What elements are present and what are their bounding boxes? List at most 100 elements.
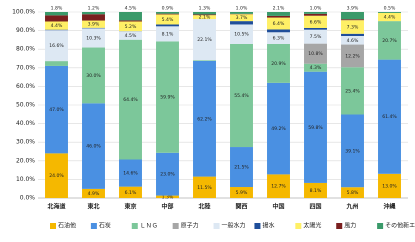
legend-label: 原子力	[181, 222, 199, 230]
legend-label: 揚水	[262, 222, 274, 230]
bar-segment	[230, 24, 253, 44]
bar-segment	[341, 35, 364, 45]
data-label: 6.1%	[125, 190, 137, 196]
y-tick-label: 30.0%	[16, 139, 35, 146]
x-tick-label: 北海道	[47, 203, 65, 211]
data-label: 12.2%	[345, 53, 360, 59]
legend-label: ＬＮＧ	[140, 223, 158, 230]
legend-label: 石油他	[58, 222, 76, 230]
data-label: 47.0%	[49, 107, 64, 113]
bar-segment	[45, 61, 68, 66]
bar-segment	[304, 27, 327, 30]
bar-segment	[82, 103, 105, 189]
data-label: 23.0%	[160, 172, 175, 178]
bar-segment	[119, 31, 142, 40]
bar-segment	[156, 24, 179, 27]
bar-segment	[304, 63, 327, 72]
bar-segment	[267, 82, 290, 175]
bar-segment	[82, 28, 105, 48]
bar-segment	[230, 12, 253, 14]
bar-segment	[45, 30, 68, 62]
bar-segment	[119, 12, 142, 21]
bar-segment	[341, 187, 364, 198]
legend-label: 一般水力	[222, 222, 246, 230]
bar-segment	[156, 26, 179, 42]
data-label: 1.0%	[236, 6, 248, 12]
bar-segment	[304, 29, 327, 44]
y-tick-label: 90.0%	[16, 27, 35, 34]
bar-segment	[304, 15, 327, 28]
data-label: 14.6%	[123, 171, 138, 177]
data-label: 59.9%	[160, 95, 175, 101]
legend-swatch	[131, 223, 138, 229]
x-tick-label: 中国	[272, 203, 284, 211]
legend-swatch	[90, 223, 97, 229]
bar-segment	[156, 41, 179, 153]
x-tick-label: 沖縄	[383, 203, 395, 211]
data-label: 4.9%	[88, 191, 100, 197]
legend-swatch	[377, 223, 384, 229]
bar-segment	[304, 71, 327, 183]
bar-segment	[378, 21, 401, 60]
data-label: 12.7%	[271, 184, 286, 190]
bar-segment	[82, 188, 105, 198]
bar-segment	[341, 12, 364, 20]
data-label: 13.0%	[382, 183, 397, 189]
y-tick-label: 100.0%	[12, 9, 35, 16]
data-label: 7.5%	[310, 34, 322, 40]
y-tick-label: 60.0%	[16, 83, 35, 90]
data-label: 6.6%	[310, 19, 322, 25]
data-label: 2.1%	[273, 6, 285, 12]
bar-segment	[119, 186, 142, 198]
legend-swatch	[50, 223, 56, 229]
bar-segment	[304, 43, 327, 64]
data-label: 4.5%	[125, 6, 137, 12]
bar-segment	[378, 59, 401, 174]
legend-label: 石炭	[99, 223, 111, 230]
bar-segment	[82, 27, 105, 29]
x-tick-label: 九州	[345, 203, 358, 211]
bar-segment	[230, 147, 253, 188]
bar-segment	[45, 65, 68, 154]
bar-segment	[82, 12, 105, 15]
bar-segment	[156, 14, 179, 25]
data-label: 5.8%	[347, 190, 359, 196]
bar-segment	[341, 33, 364, 36]
bar-segment	[267, 43, 290, 83]
x-tick-label: 北陸	[198, 203, 210, 211]
y-tick-label: 10.0%	[16, 176, 35, 183]
data-label: 1.0%	[310, 6, 322, 12]
bar-segment	[341, 19, 364, 21]
bar-segment	[267, 15, 290, 18]
data-label: 4.6%	[347, 38, 359, 44]
data-label: 10.5%	[234, 32, 249, 38]
data-label: 11.5%	[197, 185, 212, 191]
data-label: 5.2%	[125, 24, 137, 30]
data-label: 55.4%	[234, 93, 249, 99]
x-tick-label: 四国	[309, 203, 321, 211]
bar-segment	[156, 195, 179, 198]
bar-segment	[119, 159, 142, 187]
bar-segment	[304, 12, 327, 14]
bar-segment	[119, 20, 142, 22]
data-label: 16.6%	[49, 43, 64, 49]
data-label: 0.5%	[384, 6, 396, 12]
y-tick-label: 20.0%	[16, 157, 35, 164]
x-tick-label: 東京	[124, 203, 136, 211]
bar-segment	[193, 60, 216, 177]
data-label: 20.7%	[382, 38, 397, 44]
bar-segment	[156, 12, 179, 14]
bar-segment	[82, 14, 105, 21]
bar-segment	[193, 12, 216, 15]
data-label: 2.1%	[199, 15, 211, 21]
y-tick-label: 70.0%	[16, 64, 35, 71]
bar-segment	[45, 29, 68, 31]
data-label: 4.5%	[125, 33, 137, 39]
bar-segment	[45, 21, 68, 30]
legend-swatch	[295, 223, 302, 229]
bar-segment	[267, 17, 290, 30]
bar-segment	[230, 43, 253, 148]
bar-segment	[45, 12, 68, 16]
bar-segment	[156, 152, 179, 196]
data-label: 22.1%	[197, 37, 212, 43]
